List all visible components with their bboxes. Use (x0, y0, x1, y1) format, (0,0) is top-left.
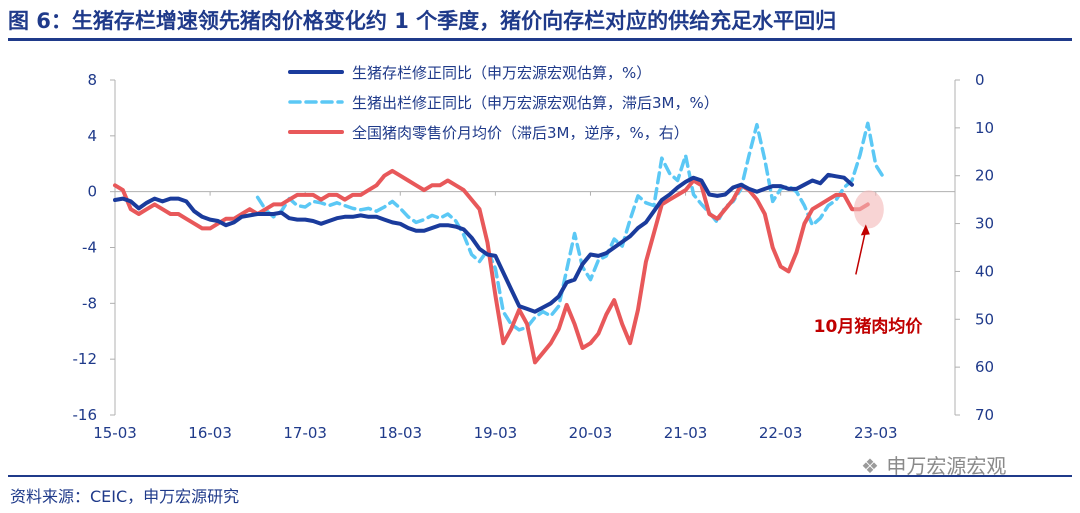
footer-rule (8, 475, 1072, 477)
watermark-text: 申万宏源宏观 (886, 454, 1007, 478)
x-tick-label: 17-03 (283, 424, 327, 442)
source-note: 资料来源：CEIC，申万宏源研究 (10, 487, 240, 506)
legend: 生猪存栏修正同比（申万宏源宏观估算，%） 生猪出栏修正同比（申万宏源宏观估算，滞后… (288, 64, 719, 142)
x-tick-label: 16-03 (188, 424, 232, 442)
series-line-1 (113, 172, 854, 314)
y-right-tick-label: 0 (975, 71, 985, 89)
series-line-2 (255, 121, 886, 332)
y-left-tick-label: -12 (73, 350, 98, 368)
wechat-icon: ❖ (861, 454, 879, 478)
arrow-head (860, 224, 870, 236)
x-tick-label: 20-03 (569, 424, 613, 442)
y-left-tick-label: 0 (87, 183, 97, 201)
annotation-label: 10月猪肉均价 (814, 316, 924, 337)
legend-label-3: 全国猪肉零售价月均价（滞后3M，逆序，%，右） (352, 124, 689, 142)
x-tick-label: 23-03 (854, 424, 898, 442)
legend-label-2: 生猪出栏修正同比（申万宏源宏观估算，滞后3M，%） (352, 94, 719, 112)
x-tick-label: 18-03 (378, 424, 422, 442)
y-right-tick-label: 40 (975, 262, 994, 280)
y-right-tick-label: 30 (975, 215, 994, 233)
x-tick-label: 15-03 (93, 424, 137, 442)
highlight-ellipse (853, 190, 884, 229)
x-tick-label: 22-03 (759, 424, 803, 442)
y-left-tick-label: -4 (82, 239, 97, 257)
y-left-tick-label: 4 (87, 127, 97, 145)
y-right-tick-label: 10 (975, 119, 994, 137)
x-tick-label: 21-03 (664, 424, 708, 442)
y-left-tick-label: -8 (82, 294, 97, 312)
annotation-arrow (855, 229, 867, 275)
x-tick-label: 19-03 (474, 424, 518, 442)
watermark: ❖ 申万宏源宏观 (860, 450, 1006, 479)
annotation-layer: 10月猪肉均价 (814, 190, 924, 337)
y-right-tick-label: 20 (975, 167, 994, 185)
title-rule (8, 38, 1072, 41)
series-line-3 (113, 168, 870, 365)
chart-title: 图 6：生猪存栏增速领先猪肉价格变化约 1 个季度，猪价向存栏对应的供给充足水平… (8, 9, 837, 33)
series-layer (113, 121, 886, 365)
y-left-tick-label: -16 (73, 406, 98, 424)
legend-label-1: 生猪存栏修正同比（申万宏源宏观估算，%） (352, 64, 651, 82)
y-right-tick-label: 60 (975, 358, 994, 376)
y-left-tick-label: 8 (87, 71, 97, 89)
y-right-tick-label: 50 (975, 310, 994, 328)
y-right-tick-label: 70 (975, 406, 994, 424)
